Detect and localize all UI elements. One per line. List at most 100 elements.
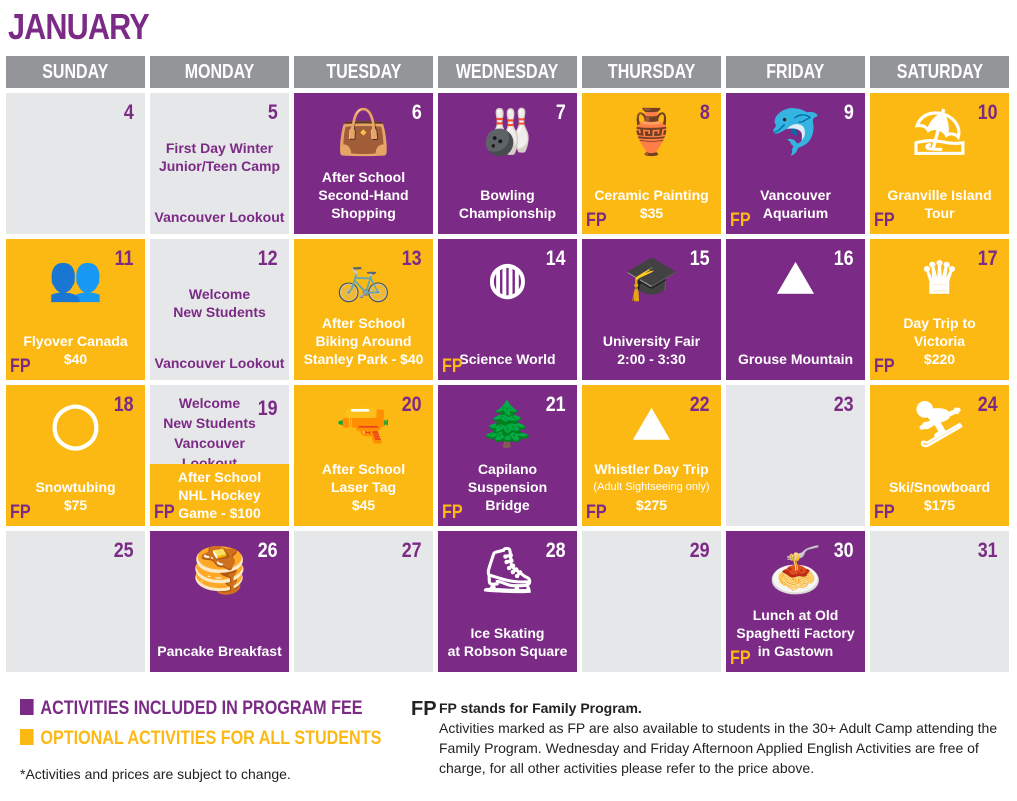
event-line: Shopping: [331, 205, 396, 221]
day-cell: 🥞 Pancake Breakfast 26: [150, 531, 289, 672]
event-text: Ice Skating at Robson Square: [442, 624, 573, 660]
day-cell: 31: [870, 531, 1009, 672]
day-cell: 23: [726, 385, 865, 526]
event-line: New Students: [173, 304, 266, 320]
event-text: Day Trip to Victoria $220: [874, 314, 1005, 368]
event-text: Vancouver Aquarium: [730, 186, 861, 222]
event-line: Science World: [459, 351, 556, 367]
page-title: JANUARY: [8, 6, 150, 47]
shopping-bag-icon: 👜: [336, 108, 391, 157]
day-number: 6: [412, 101, 423, 124]
weekday-label: THURSDAY: [607, 60, 696, 83]
event-line: Ceramic Painting: [594, 187, 709, 203]
fp-heading: FP stands for Family Program.: [439, 700, 642, 716]
event-line: $75: [63, 497, 88, 513]
day-cell: 👜 After School Second-Hand Shopping 6: [294, 93, 433, 234]
skis-icon: ⛷: [911, 400, 968, 449]
mountain-icon: ⛰: [633, 400, 670, 449]
day-cell: 🍝 Lunch at Old Spaghetti Factory in Gastown…: [726, 531, 865, 672]
event-text: First Day Winter Junior/Teen Camp: [154, 139, 285, 175]
day-number: 23: [833, 393, 854, 416]
purple-swatch: [20, 699, 34, 715]
event-text: Capilano Suspension Bridge: [442, 460, 573, 514]
event-line: Vancouver Lookout: [154, 209, 285, 225]
event-line: Pancake Breakfast: [157, 643, 282, 659]
dolphin-icon: 🐬: [768, 108, 823, 157]
event-line: $40: [63, 351, 88, 367]
event-line: 2:00 - 3:30: [617, 351, 686, 367]
day-number: 27: [401, 539, 422, 562]
fp-badge: FP: [586, 502, 607, 523]
day-cell: ⛸ Ice Skating at Robson Square 28: [438, 531, 577, 672]
theater-seats-icon: 👥: [48, 254, 103, 303]
day-number: 15: [689, 247, 710, 270]
event-line: New Students: [163, 415, 256, 431]
day-cell: 🚲 After School Biking Around Stanley Park -…: [294, 239, 433, 380]
day-number: 28: [545, 539, 566, 562]
event-line: Game - $100: [178, 505, 261, 521]
fp-badge: FP: [874, 210, 895, 231]
legend-included: ACTIVITIES INCLUDED IN PROGRAM FEE: [20, 698, 363, 720]
event-text: Welcome New Students Vancouver Lookout: [154, 393, 265, 473]
day-cell: 4: [6, 93, 145, 234]
fp-badge: FP: [442, 502, 463, 523]
weekday-header: SUNDAY: [6, 56, 145, 88]
event-line: $220: [923, 351, 956, 367]
event-line: Championship: [458, 205, 557, 221]
event-text: After School NHL Hockey Game - $100: [154, 468, 285, 522]
fp-badge: FP: [730, 210, 751, 231]
event-line: Lunch at Old: [752, 607, 839, 623]
day-number: 22: [689, 393, 710, 416]
weekday-header: MONDAY: [150, 56, 289, 88]
day-number: 30: [833, 539, 854, 562]
market-stall-icon: ⛱: [911, 108, 968, 157]
event-text: Ski/Snowboard $175: [874, 478, 1005, 514]
day-cell: ◍ Science World 14 FP: [438, 239, 577, 380]
event-text: Vancouver Lookout: [154, 208, 285, 226]
event-text: Ceramic Painting $35: [586, 186, 717, 222]
day-number: 20: [401, 393, 422, 416]
event-line: Vancouver Lookout: [154, 355, 285, 371]
event-line: Biking Around: [315, 333, 412, 349]
day-cell: 🔫 After School Laser Tag $45 20: [294, 385, 433, 526]
legend-included-label: ACTIVITIES INCLUDED IN PROGRAM FEE: [40, 698, 363, 719]
day-cell: 🌲 Capilano Suspension Bridge 21 FP: [438, 385, 577, 526]
event-line: Tour: [924, 205, 955, 221]
event-line: After School: [321, 169, 406, 185]
day-number: 10: [977, 101, 998, 124]
event-line: $175: [923, 497, 956, 513]
fp-badge: FP: [10, 356, 31, 377]
day-number: 7: [556, 101, 567, 124]
event-text: Granville Island Tour: [874, 186, 1005, 222]
event-line: Bridge: [485, 497, 530, 513]
event-text: Welcome New Students: [154, 285, 285, 321]
event-text: After School Biking Around Stanley Park - …: [298, 314, 429, 368]
disclaimer: *Activities and prices are subject to ch…: [20, 766, 291, 782]
pottery-icon: 🏺: [624, 108, 679, 157]
day-cell: ⛰ Grouse Mountain 16: [726, 239, 865, 380]
fp-body: Activities marked as FP are also availab…: [439, 720, 998, 776]
event-line: Suspension: [467, 479, 548, 495]
event-line: After School: [321, 461, 406, 477]
ice-skate-icon: ⛸: [479, 546, 536, 595]
day-number: 24: [977, 393, 998, 416]
event-price: $275: [635, 497, 668, 513]
day-cell: 29: [582, 531, 721, 672]
event-line: Spaghetti Factory: [736, 625, 855, 641]
event-line: Ice Skating: [470, 625, 545, 641]
day-cell: ⛱ Granville Island Tour 10 FP: [870, 93, 1009, 234]
graduation-cap-icon: 🎓: [624, 254, 679, 303]
event-line: $45: [351, 497, 376, 513]
day-cell: 25: [6, 531, 145, 672]
day-number: 26: [257, 539, 278, 562]
calendar-grid: SUNDAY MONDAY TUESDAY WEDNESDAY THURSDAY FRID…: [6, 56, 1009, 672]
event-line: Snowtubing: [35, 479, 116, 495]
event-line: at Robson Square: [447, 643, 568, 659]
fp-note: FP FP stands for Family Program. Activiti…: [411, 698, 1013, 778]
day-number: 13: [401, 247, 422, 270]
event-line: First Day Winter: [165, 140, 274, 156]
day-number: 5: [268, 101, 279, 124]
event-line: NHL Hockey: [178, 487, 261, 503]
event-text: Lunch at Old Spaghetti Factory in Gastown: [730, 606, 861, 660]
event-text: Bowling Championship: [442, 186, 573, 222]
